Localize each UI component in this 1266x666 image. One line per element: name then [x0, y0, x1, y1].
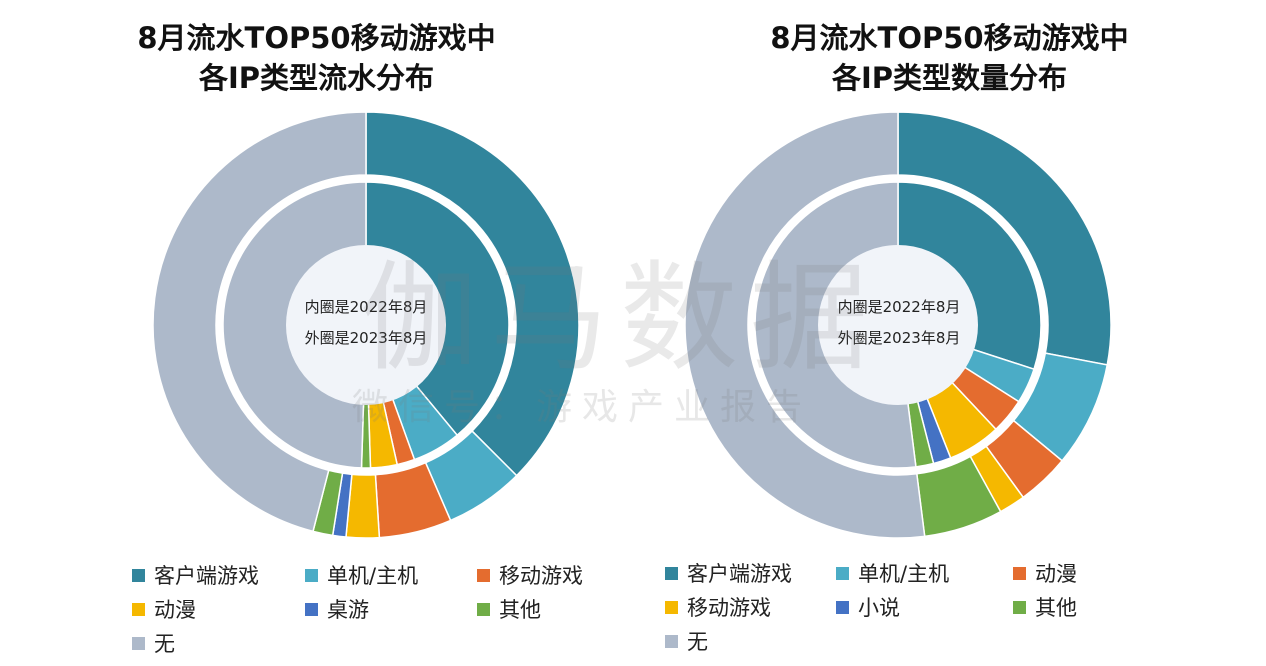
center-label-inner: 内圈是2022年8月 [304, 298, 428, 316]
legend-swatch [132, 602, 145, 616]
legend-swatch [665, 634, 678, 648]
chart-title-line2: 各IP类型流水分布 [198, 61, 435, 95]
donut-slice-outer-6 [152, 111, 367, 533]
legend-item: 其他 [1013, 592, 1077, 622]
donut-chart-flow [152, 111, 580, 539]
legend-item: 其他 [477, 594, 541, 624]
legend-swatch [1013, 600, 1026, 614]
legend-item: 单机/主机 [305, 560, 418, 590]
donut-center-disc [818, 245, 978, 405]
chart-title: 8月流水TOP50移动游戏中 各IP类型数量分布 [633, 18, 1266, 98]
legend-item: 客户端游戏 [665, 558, 792, 588]
chart-panel-count: 8月流水TOP50移动游戏中 各IP类型数量分布 内圈是2022年8月 外圈是2… [633, 0, 1266, 665]
legend-label: 小说 [858, 596, 900, 620]
center-label-outer: 外圈是2023年8月 [837, 329, 961, 347]
legend-label: 其他 [499, 598, 541, 622]
legend-label: 移动游戏 [687, 596, 771, 620]
legend-item: 无 [665, 626, 708, 656]
legend-label: 单机/主机 [327, 564, 419, 588]
legend-label: 无 [154, 632, 175, 656]
legend-label: 单机/主机 [858, 562, 950, 586]
center-label-inner: 内圈是2022年8月 [837, 298, 961, 316]
legend-swatch [305, 602, 318, 616]
legend: 客户端游戏 单机/主机 动漫 移动游戏 小说 其他 无 [633, 556, 1266, 666]
legend-swatch [665, 600, 678, 614]
legend-swatch [477, 568, 490, 582]
legend-item: 动漫 [1013, 558, 1077, 588]
donut-slice-outer-0 [365, 111, 580, 477]
legend-item: 桌游 [305, 594, 369, 624]
donut-slice-outer-6 [684, 111, 926, 539]
legend-item: 无 [132, 628, 175, 658]
legend-label: 客户端游戏 [687, 562, 792, 586]
legend: 客户端游戏 单机/主机 移动游戏 动漫 桌游 其他 无 [0, 556, 633, 666]
legend-label: 客户端游戏 [154, 564, 259, 588]
legend-swatch [477, 602, 490, 616]
chart-title: 8月流水TOP50移动游戏中 各IP类型流水分布 [0, 18, 633, 98]
legend-item: 移动游戏 [477, 560, 583, 590]
legend-item: 单机/主机 [836, 558, 949, 588]
legend-item: 小说 [836, 592, 900, 622]
chart-panel-flow: 8月流水TOP50移动游戏中 各IP类型流水分布 内圈是2022年8月 外圈是2… [0, 0, 633, 665]
donut-center-disc [286, 245, 446, 405]
legend-item: 动漫 [132, 594, 196, 624]
chart-title-line2: 各IP类型数量分布 [831, 61, 1068, 95]
donut-chart-count [684, 111, 1112, 539]
legend-swatch [1013, 566, 1026, 580]
legend-swatch [836, 566, 849, 580]
legend-swatch [836, 600, 849, 614]
legend-item: 移动游戏 [665, 592, 771, 622]
legend-swatch [132, 568, 145, 582]
legend-label: 动漫 [154, 598, 196, 622]
legend-item: 客户端游戏 [132, 560, 259, 590]
center-label: 内圈是2022年8月 外圈是2023年8月 [266, 292, 466, 354]
chart-title-line1: 8月流水TOP50移动游戏中 [770, 21, 1129, 55]
donut-slice-outer-0 [897, 111, 1112, 366]
chart-title-line1: 8月流水TOP50移动游戏中 [137, 21, 496, 55]
legend-label: 移动游戏 [499, 564, 583, 588]
legend-label: 其他 [1035, 596, 1077, 620]
center-label-outer: 外圈是2023年8月 [304, 329, 428, 347]
legend-swatch [305, 568, 318, 582]
legend-label: 桌游 [327, 598, 369, 622]
legend-swatch [132, 636, 145, 650]
legend-swatch [665, 566, 678, 580]
legend-label: 动漫 [1035, 562, 1077, 586]
center-label: 内圈是2022年8月 外圈是2023年8月 [799, 292, 999, 354]
legend-label: 无 [687, 630, 708, 654]
